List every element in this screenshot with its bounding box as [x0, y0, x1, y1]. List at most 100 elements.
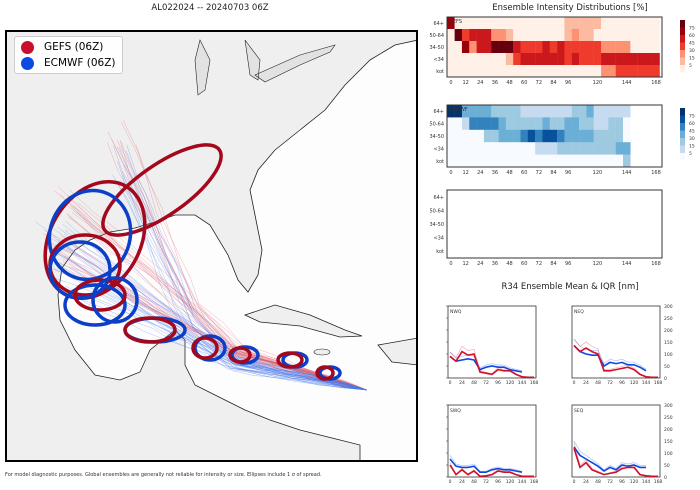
ecmwf-heatmap-cell [469, 117, 477, 131]
y-tick-label: 200 [664, 328, 673, 334]
gefs-heatmap-cell [454, 53, 463, 66]
gefs-heatmap-cell [652, 41, 660, 54]
gefs-heatmap-cell [630, 53, 638, 66]
gefs-heatmap-cell [513, 41, 521, 54]
gefs-heatmap-cell [549, 17, 558, 30]
gefs-heatmap-cell [593, 65, 602, 78]
ecmwf-ellipse [48, 240, 112, 300]
x-tick-label: 48 [506, 170, 512, 176]
r34-panel-neq [571, 305, 661, 379]
gefs-heatmap-cell [483, 29, 492, 42]
x-tick-label: 144 [518, 380, 527, 386]
row-label: 50-64 [429, 208, 444, 214]
gefs-heatmap-cell [513, 29, 521, 42]
gefs-heatmap-cell [579, 65, 587, 78]
gefs-heatmap-cell [498, 41, 507, 54]
row-label: 34-50 [429, 45, 444, 51]
gefs-heatmap-cell [579, 53, 587, 66]
track-line [61, 241, 368, 391]
ecmwf-heatmap-cell [623, 154, 631, 168]
ecmwf-heatmap-cell [527, 154, 536, 168]
x-tick-label: 48 [506, 261, 512, 267]
ecmwf-mean-line [449, 355, 523, 373]
ecmwf-heatmap-cell [557, 129, 565, 143]
gefs-heatmap-cell [637, 65, 646, 78]
ecmwf-heatmap-cell [491, 154, 499, 168]
gefs-heatmap-cell [557, 53, 565, 66]
x-tick-label: 168 [530, 380, 539, 386]
ecmwf-heatmap-border [446, 104, 663, 168]
track-map [0, 0, 420, 470]
gefs-heatmap-cell [483, 41, 492, 54]
ecmwf-heatmap-cell [491, 117, 499, 131]
track-line [126, 144, 368, 391]
ecmwf-heatmap-cell [571, 117, 580, 131]
gefs-heatmap-cell [476, 41, 485, 54]
ecmwf-heatmap-cell [513, 105, 521, 118]
ecmwf-heatmap-cell [527, 129, 536, 143]
gefs-heatmap-cell [542, 41, 550, 54]
ecmwf-mean-line [573, 446, 646, 472]
gefs-heatmap-cell [542, 29, 550, 42]
gefs-heatmap-cell [637, 41, 646, 54]
r34-panel-swq [447, 404, 537, 478]
ecmwf-heatmap-cell [491, 105, 499, 118]
ecmwf-heatmap-cell [461, 129, 470, 143]
gefs-heatmap-cell [469, 65, 477, 78]
row-label: 34-50 [429, 222, 444, 228]
legend-label: GEFS (06Z) [44, 41, 104, 53]
colorbar-label: 15 [689, 56, 695, 62]
gefs-heatmap-cell [593, 17, 602, 30]
jamaica [313, 348, 331, 356]
gefs-heatmap-cell [527, 29, 536, 42]
ecmwf-heatmap-cell [542, 117, 550, 131]
gefs-heatmap-cell [505, 41, 514, 54]
row-label: 50-64 [429, 33, 444, 39]
colorbar-swatch [680, 57, 685, 65]
ecmwf-heatmap-cell [505, 129, 514, 143]
gefs-heatmap-cell [579, 41, 587, 54]
ecmwf-heatmap-cell [505, 154, 514, 168]
gefs-heatmap-cell [549, 41, 558, 54]
colorbar-label: 60 [689, 121, 695, 127]
gefs-heatmap-cell [513, 53, 521, 66]
ecmwf-dot-icon [21, 56, 34, 70]
gefs-heatmap-cell [644, 41, 653, 54]
x-tick-label: 168 [530, 479, 539, 485]
ecmwf-heatmap-cell [608, 154, 616, 168]
ecmwf-heatmap-cell [476, 117, 485, 131]
track-line [113, 145, 368, 391]
gefs-heatmap-cell [579, 29, 587, 42]
x-tick-label: 96 [495, 380, 501, 386]
gefs-heatmap-cell [483, 17, 492, 30]
ecmwf-heatmap-cell [461, 105, 470, 118]
track-line [49, 276, 368, 391]
ecmwf-heatmap-cell [549, 117, 558, 131]
gefs-heatmap-cell [491, 65, 499, 78]
x-tick-label: 24 [459, 380, 465, 386]
gefs-heatmap-cell [535, 41, 543, 54]
great-lakes [194, 39, 336, 96]
ecmwf-heatmap-cell [520, 117, 529, 131]
gefs-heatmap-cell [535, 65, 543, 78]
ecmwf-heatmap-cell [454, 117, 463, 131]
ecmwf-heatmap-cell [593, 154, 602, 168]
gefs-heatmap-cell [527, 17, 536, 30]
ecmwf-heatmap-cell [601, 117, 609, 131]
gefs-heatmap-cell [630, 41, 638, 54]
colorbar-label: 30 [689, 136, 695, 142]
gefs-heatmap-cell [461, 41, 470, 54]
ecmwf-heatmap-cell [615, 105, 624, 118]
track-line [67, 194, 368, 391]
gefs-heatmap-cell [461, 29, 470, 42]
ecmwf-heatmap-cell [557, 105, 565, 118]
ecmwf-label: ECMWF [449, 107, 468, 113]
gefs-heatmap-cell [520, 65, 529, 78]
y-tick-label: 0 [664, 475, 667, 481]
ecmwf-heatmap-cell [579, 117, 587, 131]
ecmwf-heatmap-cell [542, 105, 550, 118]
cuba [243, 304, 363, 338]
gefs-heatmap-cell [557, 29, 565, 42]
x-tick-label: 72 [536, 80, 542, 86]
gefs-heatmap-cell [447, 29, 455, 42]
